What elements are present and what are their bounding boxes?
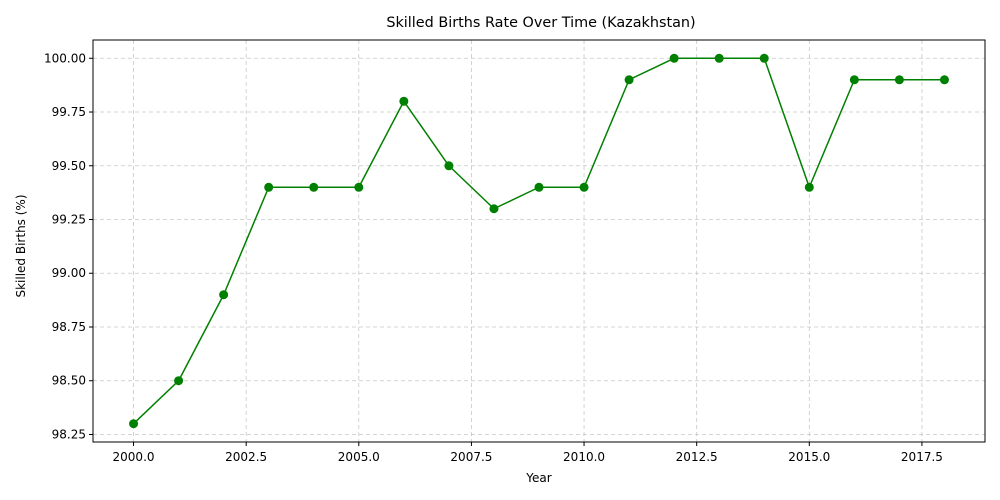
data-point bbox=[669, 53, 679, 63]
data-series bbox=[129, 53, 949, 429]
x-tick-label: 2012.5 bbox=[676, 450, 718, 464]
data-point bbox=[219, 290, 229, 300]
data-point bbox=[354, 182, 364, 192]
y-tick-label: 98.50 bbox=[52, 374, 86, 388]
x-tick-label: 2005.0 bbox=[338, 450, 380, 464]
x-tick-label: 2000.0 bbox=[113, 450, 155, 464]
data-point bbox=[309, 182, 319, 192]
data-point bbox=[489, 204, 499, 214]
data-point bbox=[174, 376, 184, 386]
data-point bbox=[399, 96, 409, 106]
y-tick-label: 99.00 bbox=[52, 266, 86, 280]
x-tick-label: 2010.0 bbox=[563, 450, 605, 464]
data-point bbox=[129, 419, 139, 429]
data-point bbox=[894, 75, 904, 85]
x-axis-label: Year bbox=[525, 471, 551, 485]
data-point bbox=[579, 182, 589, 192]
gridlines bbox=[93, 40, 985, 442]
y-tick-label: 100.00 bbox=[44, 51, 86, 65]
x-tick-label: 2002.5 bbox=[225, 450, 267, 464]
data-point bbox=[939, 75, 949, 85]
y-tick-label: 98.25 bbox=[52, 427, 86, 441]
data-point bbox=[624, 75, 634, 85]
data-point bbox=[264, 182, 274, 192]
y-axis: 98.25 98.50 98.75 99.00 99.25 99.50 99.75 100.0… bbox=[44, 51, 93, 441]
data-point bbox=[534, 182, 544, 192]
x-axis: 2000.0 2002.5 2005.0 2007.5 2010.0 2012.5 2015… bbox=[113, 442, 943, 464]
data-point bbox=[714, 53, 724, 63]
data-point bbox=[849, 75, 859, 85]
data-point bbox=[444, 161, 454, 171]
plot-frame bbox=[92, 39, 986, 443]
data-point bbox=[804, 182, 814, 192]
data-point bbox=[759, 53, 769, 63]
x-tick-label: 2015.0 bbox=[788, 450, 830, 464]
x-tick-label: 2017.5 bbox=[901, 450, 943, 464]
y-tick-label: 99.50 bbox=[52, 159, 86, 173]
x-tick-label: 2007.5 bbox=[450, 450, 492, 464]
y-tick-label: 99.25 bbox=[52, 213, 86, 227]
chart-title: Skilled Births Rate Over Time (Kazakhsta… bbox=[386, 15, 695, 31]
y-tick-label: 98.75 bbox=[52, 320, 86, 334]
y-tick-label: 99.75 bbox=[52, 105, 86, 119]
y-axis-label: Skilled Births (%) bbox=[14, 194, 28, 297]
